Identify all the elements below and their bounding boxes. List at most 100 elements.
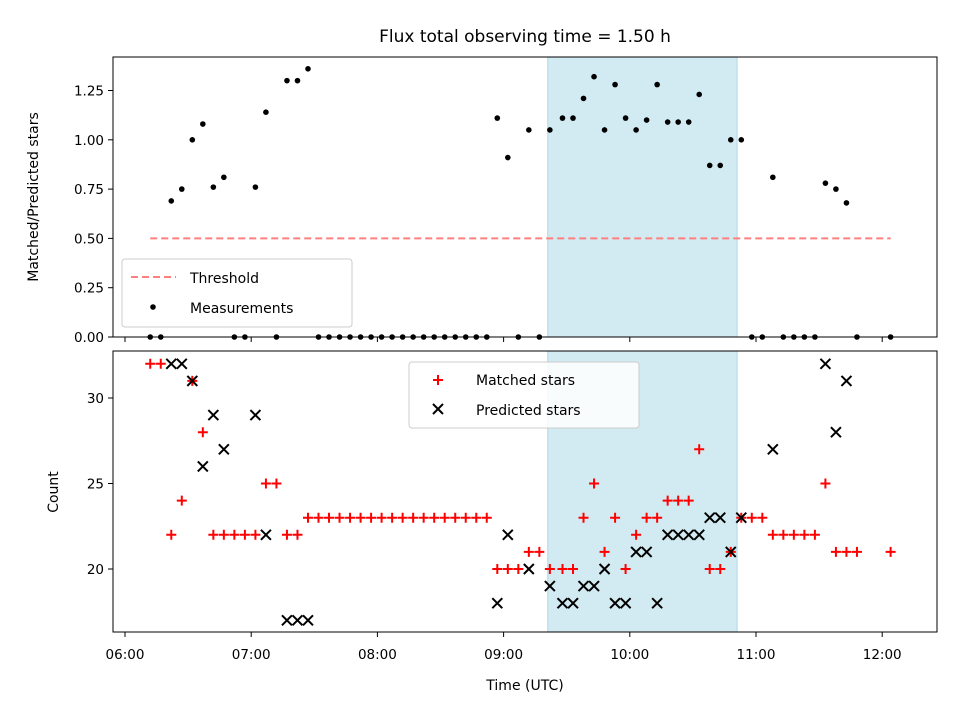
data-point (210, 184, 217, 190)
data-point (250, 529, 261, 540)
data-point (661, 529, 674, 541)
data-point (651, 597, 663, 609)
data-point (481, 512, 492, 523)
data-point (727, 137, 734, 143)
data-point (313, 512, 324, 523)
legend-measurements-label: Measurements (190, 301, 293, 317)
data-point (767, 529, 778, 540)
data-point (324, 512, 335, 523)
data-point (281, 614, 293, 627)
data-point (840, 375, 853, 387)
data-point (633, 127, 639, 133)
y-tick-label: 0.25 (74, 281, 104, 297)
data-point (612, 81, 618, 88)
data-point (619, 597, 632, 609)
data-point (534, 546, 545, 557)
data-point (622, 115, 629, 121)
data-point (851, 546, 862, 557)
data-point (471, 512, 482, 523)
data-point (178, 186, 185, 192)
data-point (439, 512, 450, 523)
data-point (788, 529, 799, 540)
y-tick-label: 0.75 (74, 182, 104, 198)
data-point (746, 512, 757, 523)
data-point (271, 478, 282, 489)
data-point (355, 512, 366, 523)
x-tick-label: 09:00 (484, 647, 523, 663)
data-point (450, 512, 461, 523)
data-point (526, 127, 532, 133)
data-point (197, 427, 208, 438)
data-point (682, 529, 695, 541)
data-point (643, 117, 650, 123)
data-point (291, 614, 304, 627)
data-point (186, 375, 199, 387)
top-y-axis-label: Matched/Predicted stars (26, 112, 42, 282)
data-point (491, 597, 503, 609)
legend-bottom: Matched stars Predicted stars (408, 361, 640, 429)
data-point (408, 512, 419, 523)
legend-predicted-label: Predicted stars (476, 403, 581, 419)
data-point (652, 512, 663, 523)
data-point (601, 127, 608, 133)
data-point (176, 358, 188, 370)
data-point (145, 358, 156, 369)
data-point (544, 580, 556, 592)
data-point (588, 580, 600, 592)
data-point (366, 512, 377, 523)
data-point (559, 115, 566, 121)
data-point (523, 563, 535, 575)
data-point (725, 546, 737, 558)
data-point (567, 597, 579, 609)
data-point (715, 564, 726, 574)
y-tick-label: 1.25 (74, 84, 104, 100)
data-point (263, 109, 269, 115)
data-point (770, 174, 776, 181)
data-point (706, 162, 713, 169)
x-tick-label: 07:00 (232, 647, 271, 663)
data-point (631, 529, 642, 540)
data-point (820, 478, 831, 489)
data-point (334, 512, 345, 523)
data-point (717, 162, 724, 169)
data-point (544, 564, 555, 574)
y-tick-label: 0.00 (74, 330, 104, 346)
data-point (168, 198, 175, 204)
data-point (693, 529, 705, 541)
data-point (345, 512, 356, 523)
data-point (809, 529, 820, 540)
data-point (494, 115, 501, 121)
data-point (218, 529, 229, 540)
data-point (294, 77, 301, 84)
data-point (197, 460, 209, 473)
data-point (591, 73, 597, 80)
data-point (229, 529, 240, 540)
data-point (672, 529, 684, 541)
data-point (599, 546, 610, 557)
y-tick-label: 25 (87, 477, 104, 493)
data-point (830, 546, 841, 557)
data-point (841, 546, 852, 557)
data-point (189, 137, 196, 143)
data-point (577, 580, 590, 592)
data-point (502, 564, 513, 574)
data-point (654, 81, 660, 88)
data-point (640, 546, 653, 558)
data-point (578, 512, 589, 523)
data-point (885, 546, 896, 557)
data-point (556, 597, 569, 609)
axes-frame (112, 56, 938, 338)
data-point (673, 495, 684, 506)
data-point (502, 529, 514, 541)
bottom-panel: 06:00 07:00 08:00 09:00 10:00 11:00 12:00 20 25 3… (87, 350, 938, 663)
data-point (830, 426, 842, 438)
data-point (302, 614, 314, 627)
series-measurements (147, 66, 894, 340)
data-point (580, 95, 587, 102)
data-point (260, 478, 271, 489)
data-point (176, 495, 187, 506)
data-point (704, 511, 716, 524)
legend-box (121, 258, 353, 328)
x-tick-label: 06:00 (106, 647, 145, 663)
